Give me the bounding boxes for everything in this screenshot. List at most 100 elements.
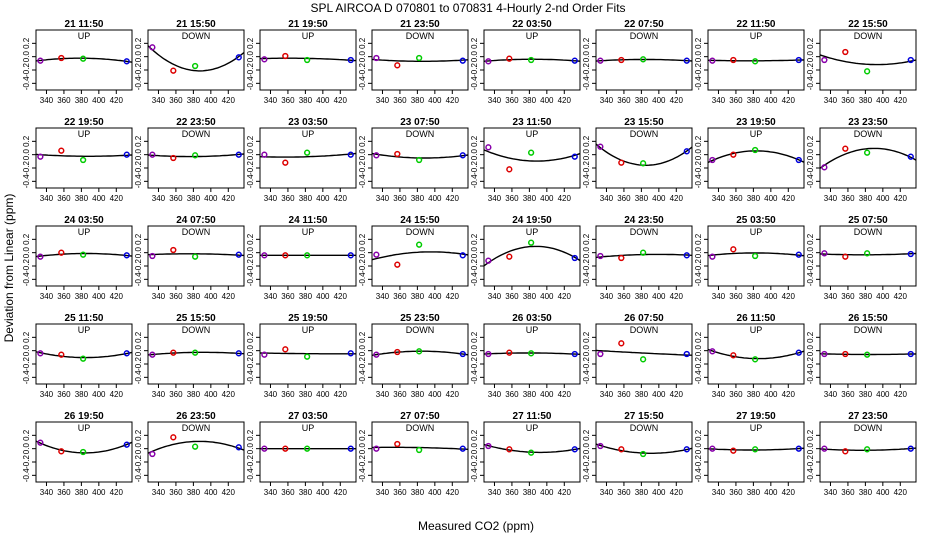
- data-point-std4: [235, 151, 242, 158]
- x-tick-label: 360: [505, 292, 519, 301]
- data-point-std1: [485, 144, 492, 151]
- y-tick-label: -0.2: [582, 455, 591, 469]
- panel-direction-label: UP: [302, 325, 315, 335]
- panel-direction-label: UP: [78, 129, 91, 139]
- fit-curve: [371, 58, 469, 62]
- y-tick-label: 0.0: [134, 149, 143, 161]
- y-tick-label: -0.2: [358, 63, 367, 77]
- panel-title: 24 11:50: [289, 215, 328, 226]
- x-tick-label: 340: [264, 390, 278, 399]
- panel-direction-label: DOWN: [854, 227, 883, 237]
- panel-title: 23 07:50: [400, 117, 440, 128]
- y-tick-label: 0.2: [694, 37, 703, 49]
- y-tick-label: -0.2: [694, 259, 703, 273]
- y-tick-label: -0.4: [22, 370, 31, 384]
- y-tick-label: 0.2: [582, 331, 591, 343]
- x-tick-label: 340: [152, 390, 166, 399]
- panel-frame: [371, 127, 469, 189]
- panel-frame: [483, 225, 581, 287]
- fit-curve: [147, 153, 245, 158]
- x-tick-label: 400: [316, 292, 330, 301]
- data-point-std2: [58, 448, 65, 455]
- fit-curve: [483, 443, 581, 454]
- y-tick-label: 0.2: [582, 135, 591, 147]
- y-tick-label: 0.2: [582, 429, 591, 441]
- data-point-std2: [170, 154, 177, 162]
- x-tick-label: 380: [299, 292, 313, 301]
- y-tick-label: -0.4: [358, 76, 367, 90]
- panel-direction-label: DOWN: [182, 129, 211, 139]
- x-tick-label: 340: [600, 488, 614, 497]
- y-tick-label: -0.2: [358, 455, 367, 469]
- x-tick-label: 360: [841, 488, 855, 497]
- y-tick-label: 0.2: [470, 37, 479, 49]
- data-point-std1: [373, 54, 380, 62]
- fit-curve: [708, 59, 805, 62]
- panel-direction-label: DOWN: [854, 31, 883, 41]
- fit-curve: [595, 58, 693, 62]
- y-tick-label: -0.4: [246, 468, 255, 482]
- panel-frame: [483, 127, 581, 189]
- y-tick-label: -0.4: [358, 370, 367, 384]
- x-tick-label: 340: [824, 292, 838, 301]
- y-tick-label: 0.0: [582, 51, 591, 63]
- x-tick-label: 360: [57, 390, 71, 399]
- panel-frame: [819, 421, 917, 483]
- y-tick-label: 0.2: [134, 331, 143, 343]
- y-tick-label: -0.4: [22, 174, 31, 188]
- y-tick-label: 0.2: [694, 331, 703, 343]
- y-tick-label: -0.2: [134, 455, 143, 469]
- x-tick-label: 340: [712, 194, 726, 203]
- panel-frame: [595, 225, 693, 287]
- data-point-std4: [683, 148, 690, 155]
- y-tick-label: -0.4: [806, 174, 815, 188]
- data-point-std4: [907, 153, 914, 160]
- y-tick-label: 0.0: [22, 345, 31, 357]
- y-tick-label: 0.0: [358, 443, 367, 455]
- x-tick-label: 360: [57, 488, 71, 497]
- x-tick-label: 400: [652, 488, 666, 497]
- x-tick-label: 360: [281, 96, 295, 105]
- x-tick-label: 340: [488, 96, 502, 105]
- x-tick-label: 400: [204, 292, 218, 301]
- data-point-std2: [842, 48, 849, 56]
- y-tick-label: 0.2: [246, 429, 255, 441]
- fit-curve: [820, 353, 917, 356]
- panel-title: 23 03:50: [288, 117, 328, 128]
- y-tick-label: -0.2: [582, 161, 591, 175]
- y-tick-label: 0.2: [694, 233, 703, 245]
- x-tick-label: 400: [204, 488, 218, 497]
- panel-frame: [147, 225, 245, 287]
- data-point-std1: [37, 439, 44, 446]
- panel-frame: [147, 323, 245, 385]
- x-tick-label: 340: [376, 390, 390, 399]
- y-tick-label: 0.2: [358, 135, 367, 147]
- y-tick-label: 0.2: [694, 429, 703, 441]
- y-tick-label: 0.0: [582, 149, 591, 161]
- x-tick-label: 380: [747, 96, 761, 105]
- x-tick-label: 420: [222, 390, 236, 399]
- data-point-std3: [639, 249, 647, 256]
- y-tick-label: -0.2: [246, 455, 255, 469]
- y-tick-label: -0.2: [246, 259, 255, 273]
- x-tick-label: 380: [747, 194, 761, 203]
- panel-frame: [819, 127, 917, 189]
- panel-direction-label: DOWN: [406, 423, 435, 433]
- data-point-std1: [37, 153, 44, 160]
- x-tick-label: 340: [488, 292, 502, 301]
- y-tick-label: -0.2: [358, 259, 367, 273]
- data-point-std1: [37, 57, 44, 64]
- x-tick-label: 360: [729, 194, 743, 203]
- panel-direction-label: DOWN: [182, 31, 211, 41]
- panel-direction-label: UP: [750, 423, 763, 433]
- x-tick-label: 380: [187, 194, 201, 203]
- data-point-std2: [506, 253, 513, 260]
- x-tick-label: 380: [523, 292, 537, 301]
- x-tick-label: 340: [712, 488, 726, 497]
- panel-frame: [707, 127, 805, 189]
- data-point-std3: [79, 355, 87, 362]
- y-tick-label: 0.0: [582, 345, 591, 357]
- data-point-std1: [149, 252, 156, 260]
- panel-direction-label: DOWN: [182, 227, 211, 237]
